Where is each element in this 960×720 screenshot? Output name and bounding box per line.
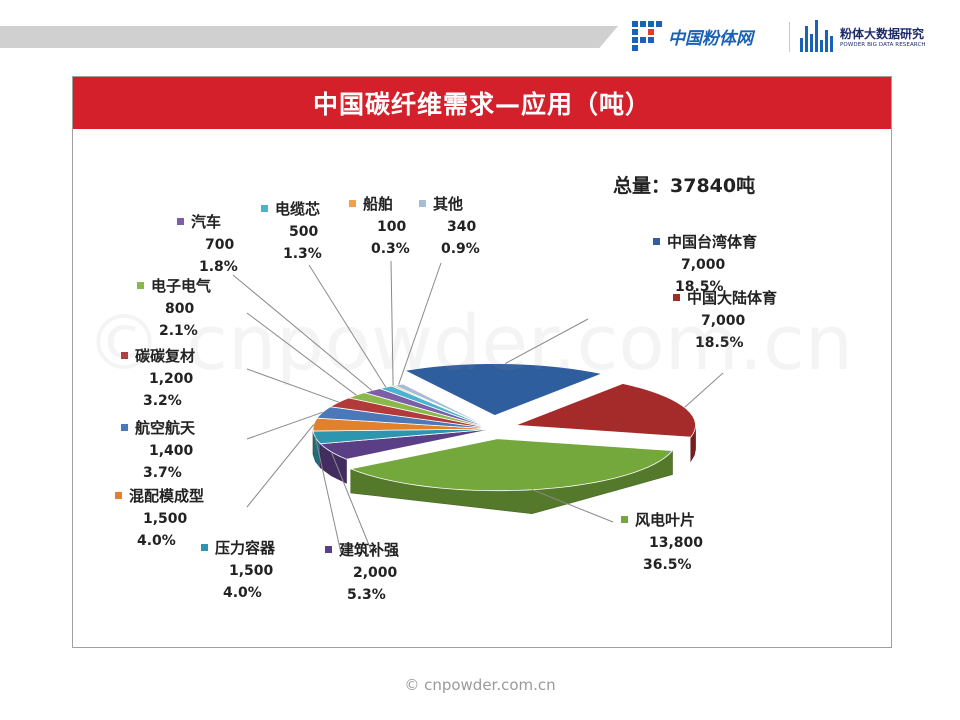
leader-line xyxy=(504,318,589,365)
slice-value-label: 800 xyxy=(165,301,194,317)
slice-name-label: 电缆芯 xyxy=(275,200,320,218)
brand2-subtitle: POWDER BIG DATA RESEARCH xyxy=(840,41,926,48)
slice-percent-label: 0.9% xyxy=(441,241,480,257)
brand-cnpowder[interactable]: 中国粉体网 xyxy=(632,18,782,54)
slice-name-label: 压力容器 xyxy=(215,539,276,557)
slice-name-label: 航空航天 xyxy=(135,419,196,437)
slice-percent-label: 18.5% xyxy=(695,335,744,351)
legend-marker xyxy=(621,516,628,523)
brand1-name: 中国粉体网 xyxy=(668,28,753,49)
slice-percent-label: 1.8% xyxy=(199,259,238,275)
slice-name-label: 中国大陆体育 xyxy=(687,289,777,307)
header-gray-bar xyxy=(0,26,618,48)
slice-value-label: 2,000 xyxy=(353,565,398,581)
legend-marker xyxy=(137,282,144,289)
brand2-title: 粉体大数据研究 xyxy=(840,26,925,41)
slice-percent-label: 4.0% xyxy=(223,585,262,601)
pie-slice-3 xyxy=(349,438,674,492)
leader-line xyxy=(330,451,374,556)
slice-name-label: 汽车 xyxy=(191,213,221,231)
slice-value-label: 100 xyxy=(377,219,406,235)
legend-marker xyxy=(653,238,660,245)
slice-value-label: 13,800 xyxy=(649,535,703,551)
slice-value-label: 7,000 xyxy=(701,313,746,329)
leader-line xyxy=(246,368,339,403)
legend-marker xyxy=(349,200,356,207)
slice-value-label: 1,500 xyxy=(229,563,274,579)
slice-name-label: 中国台湾体育 xyxy=(667,233,757,251)
chart-frame: 中国碳纤维需求—应用（吨） 中国台湾体育 7,000 18.5% 中国大陆体育 7,00… xyxy=(72,76,892,648)
slice-percent-label: 3.7% xyxy=(143,465,182,481)
slice-percent-label: 5.3% xyxy=(347,587,386,603)
bar-chart-logo-icon xyxy=(800,20,836,52)
slice-value-label: 500 xyxy=(289,224,318,240)
slice-name-label: 其他 xyxy=(433,195,463,213)
slice-value-label: 7,000 xyxy=(681,257,726,273)
cnpowder-logo-icon xyxy=(632,21,662,51)
leader-line xyxy=(684,372,724,408)
slice-name-label: 混配模成型 xyxy=(129,487,204,505)
slice-name-label: 电子电气 xyxy=(151,277,211,295)
pie-slice-2 xyxy=(515,383,696,438)
slice-percent-label: 18.5% xyxy=(675,279,724,295)
leader-line xyxy=(246,312,357,396)
slice-percent-label: 2.1% xyxy=(159,323,198,339)
leader-line xyxy=(232,274,373,391)
legend-marker xyxy=(121,352,128,359)
legend-marker xyxy=(177,218,184,225)
slice-name-label: 风电叶片 xyxy=(635,511,695,529)
leader-line xyxy=(531,489,614,523)
slice-value-label: 1,200 xyxy=(149,371,194,387)
slice-percent-label: 1.3% xyxy=(283,246,322,262)
slice-value-label: 700 xyxy=(205,237,234,253)
slice-percent-label: 3.2% xyxy=(143,393,182,409)
slice-value-label: 1,500 xyxy=(143,511,188,527)
slice-percent-label: 4.0% xyxy=(137,533,176,549)
slice-percent-label: 36.5% xyxy=(643,557,692,573)
slice-percent-label: 0.3% xyxy=(371,241,410,257)
leader-line xyxy=(390,260,394,386)
footer-copyright: © cnpowder.com.cn xyxy=(404,676,556,694)
chart-title: 中国碳纤维需求—应用（吨） xyxy=(73,77,891,129)
legend-marker xyxy=(325,546,332,553)
leader-line xyxy=(246,411,323,440)
slice-value-label: 340 xyxy=(447,219,476,235)
slice-name-label: 船舶 xyxy=(363,195,393,213)
leader-line xyxy=(246,424,315,508)
leader-line xyxy=(308,264,387,388)
legend-marker xyxy=(201,544,208,551)
watermark-text: © cnpowder.com.cn xyxy=(86,298,853,387)
brand-divider xyxy=(789,22,790,52)
legend-marker xyxy=(121,424,128,431)
leader-line xyxy=(314,437,342,554)
leader-line xyxy=(398,262,442,385)
legend-marker xyxy=(115,492,122,499)
slice-value-label: 1,400 xyxy=(149,443,194,459)
slice-name-label: 建筑补强 xyxy=(339,541,399,559)
legend-marker xyxy=(419,200,426,207)
slice-name-label: 碳碳复材 xyxy=(135,347,195,365)
pie-slice-1 xyxy=(403,363,604,416)
legend-marker xyxy=(261,205,268,212)
pie-chart: 中国台湾体育7,00018.5%中国大陆体育7,00018.5%风电叶片13,8… xyxy=(115,195,777,603)
pie-slice-13 xyxy=(392,383,494,430)
legend-marker xyxy=(673,294,680,301)
total-label: 总量：37840吨 xyxy=(613,175,756,197)
brand-powder-big-data[interactable]: 粉体大数据研究 POWDER BIG DATA RESEARCH xyxy=(800,16,950,56)
